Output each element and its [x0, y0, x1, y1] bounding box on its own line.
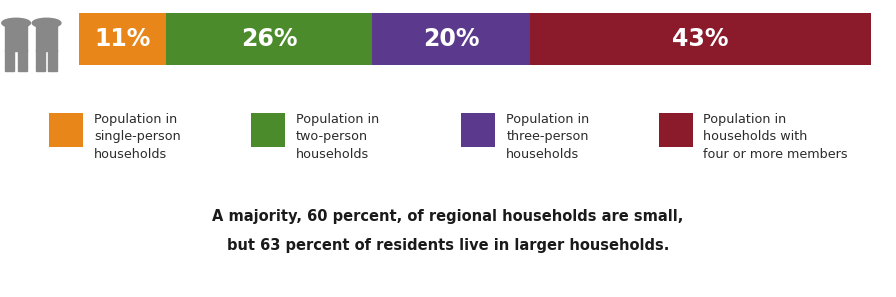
Bar [659, 113, 693, 147]
Bar [18, 50, 27, 71]
Text: Population in
two-person
households: Population in two-person households [296, 113, 379, 161]
Circle shape [2, 18, 30, 28]
Text: A majority, 60 percent, of regional households are small,: A majority, 60 percent, of regional hous… [212, 209, 684, 224]
Bar [461, 113, 495, 147]
Bar [166, 13, 372, 65]
Bar [372, 13, 530, 65]
Bar [251, 113, 285, 147]
Bar [530, 13, 871, 65]
Bar [49, 113, 83, 147]
Bar [36, 25, 57, 51]
Circle shape [32, 18, 61, 28]
Bar [36, 50, 45, 71]
Text: Population in
households with
four or more members: Population in households with four or mo… [703, 113, 848, 161]
Text: Population in
single-person
households: Population in single-person households [94, 113, 181, 161]
Text: 20%: 20% [423, 27, 479, 51]
Bar [48, 50, 57, 71]
Bar [5, 50, 14, 71]
Text: but 63 percent of residents live in larger households.: but 63 percent of residents live in larg… [227, 238, 669, 252]
Bar [79, 13, 166, 65]
Bar [5, 25, 27, 51]
Text: 43%: 43% [672, 27, 728, 51]
Text: Population in
three-person
households: Population in three-person households [506, 113, 590, 161]
Text: 26%: 26% [241, 27, 297, 51]
Text: 11%: 11% [94, 27, 151, 51]
